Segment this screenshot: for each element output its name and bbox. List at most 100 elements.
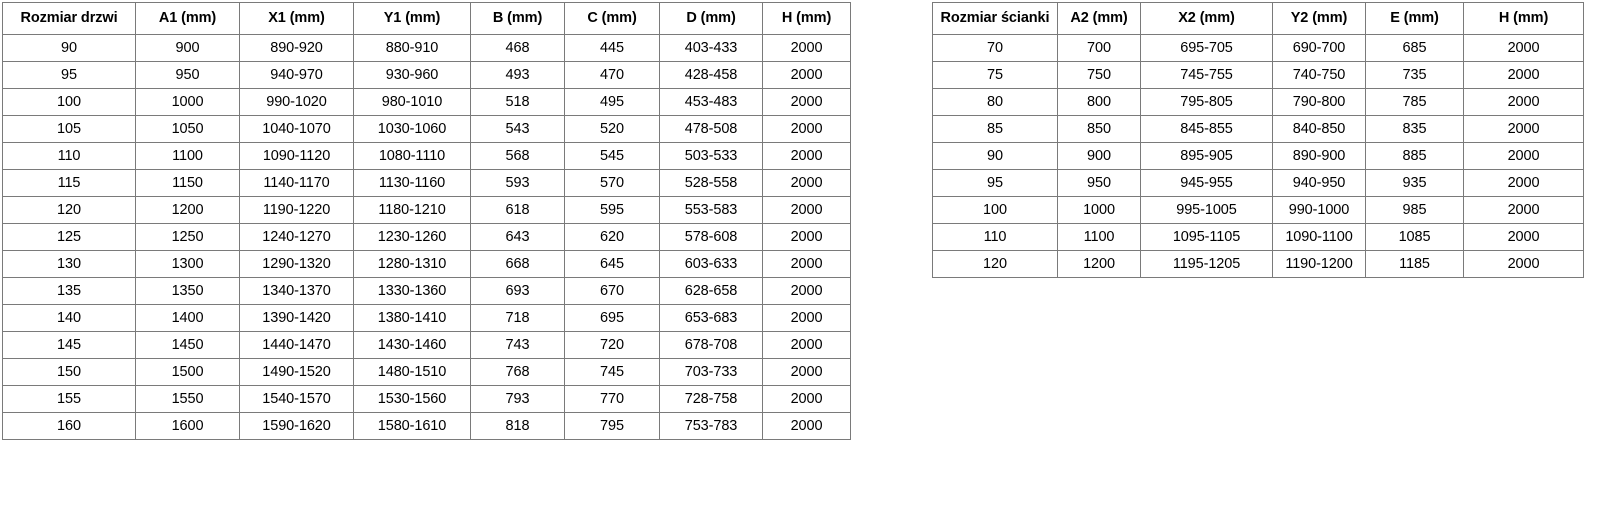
table-cell: 818 [470, 412, 565, 440]
table-cell: 493 [470, 61, 565, 89]
table-cell: 845-855 [1140, 115, 1273, 143]
table-cell: 1450 [135, 331, 240, 359]
table-cell: 900 [135, 34, 240, 62]
table-cell: 2000 [762, 358, 851, 386]
table-cell: 718 [470, 304, 565, 332]
table-cell: 110 [932, 223, 1058, 251]
table-cell: 1250 [135, 223, 240, 251]
table-cell: 885 [1365, 142, 1464, 170]
table-cell: 835 [1365, 115, 1464, 143]
table-cell: 2000 [1463, 196, 1584, 224]
door-table-header: Rozmiar drzwi A1 (mm) X1 (mm) Y1 (mm) B … [2, 2, 851, 35]
table-cell: 85 [932, 115, 1058, 143]
table-cell: 130 [2, 250, 136, 278]
table-cell: 745 [564, 358, 660, 386]
table-cell: 403-433 [659, 34, 763, 62]
table-cell: 703-733 [659, 358, 763, 386]
table-cell: 2000 [762, 331, 851, 359]
table-cell: 1200 [1057, 250, 1141, 278]
table-cell: 75 [932, 61, 1058, 89]
table-cell: 1280-1310 [353, 250, 471, 278]
table-cell: 1200 [135, 196, 240, 224]
column-header-rozmiar-scianki: Rozmiar ścianki [932, 2, 1058, 35]
table-cell: 653-683 [659, 304, 763, 332]
table-cell: 1130-1160 [353, 169, 471, 197]
table-cell: 603-633 [659, 250, 763, 278]
table-cell: 2000 [1463, 250, 1584, 278]
table-row: 110 1100 1090-1120 1080-1110 568 545 503-533 20… [2, 142, 851, 170]
table-cell: 503-533 [659, 142, 763, 170]
column-header-x1: X1 (mm) [239, 2, 354, 35]
table-cell: 2000 [1463, 115, 1584, 143]
table-cell: 528-558 [659, 169, 763, 197]
table-row: 130 1300 1290-1320 1280-1310 668 645 603-633 20… [2, 250, 851, 278]
table-cell: 545 [564, 142, 660, 170]
table-cell: 895-905 [1140, 142, 1273, 170]
table-cell: 670 [564, 277, 660, 305]
table-cell: 880-910 [353, 34, 471, 62]
wall-size-table: Rozmiar ścianki A2 (mm) X2 (mm) Y2 (mm) … [932, 2, 1584, 278]
table-cell: 1580-1610 [353, 412, 471, 440]
table-cell: 1050 [135, 115, 240, 143]
table-cell: 790-800 [1272, 88, 1366, 116]
table-cell: 125 [2, 223, 136, 251]
table-cell: 2000 [1463, 223, 1584, 251]
table-cell: 678-708 [659, 331, 763, 359]
table-cell: 155 [2, 385, 136, 413]
table-cell: 105 [2, 115, 136, 143]
table-cell: 2000 [762, 250, 851, 278]
table-cell: 740-750 [1272, 61, 1366, 89]
table-cell: 995-1005 [1140, 196, 1273, 224]
table-cell: 1090-1120 [239, 142, 354, 170]
table-cell: 145 [2, 331, 136, 359]
table-cell: 728-758 [659, 385, 763, 413]
table-cell: 770 [564, 385, 660, 413]
table-cell: 120 [2, 196, 136, 224]
table-cell: 2000 [762, 115, 851, 143]
table-cell: 2000 [1463, 142, 1584, 170]
table-cell: 620 [564, 223, 660, 251]
table-row: 80 800 795-805 790-800 785 2000 [932, 88, 1584, 116]
table-cell: 70 [932, 34, 1058, 62]
table-row: 70 700 695-705 690-700 685 2000 [932, 34, 1584, 62]
table-cell: 1000 [1057, 196, 1141, 224]
table-cell: 1030-1060 [353, 115, 471, 143]
table-cell: 690-700 [1272, 34, 1366, 62]
table-cell: 700 [1057, 34, 1141, 62]
table-cell: 518 [470, 88, 565, 116]
table-cell: 1090-1100 [1272, 223, 1366, 251]
table-cell: 618 [470, 196, 565, 224]
table-cell: 2000 [1463, 169, 1584, 197]
table-row: 115 1150 1140-1170 1130-1160 593 570 528-558 20… [2, 169, 851, 197]
table-cell: 1350 [135, 277, 240, 305]
column-header-h: H (mm) [762, 2, 851, 35]
table-cell: 1540-1570 [239, 385, 354, 413]
wall-table-body: 70 700 695-705 690-700 685 2000 75 750 745-755 74… [932, 34, 1584, 278]
table-cell: 470 [564, 61, 660, 89]
column-header-d: D (mm) [659, 2, 763, 35]
table-cell: 1080-1110 [353, 142, 471, 170]
table-row: 160 1600 1590-1620 1580-1610 818 795 753-783 20… [2, 412, 851, 440]
table-cell: 795 [564, 412, 660, 440]
column-header-a2: A2 (mm) [1057, 2, 1141, 35]
door-size-table-container: Rozmiar drzwi A1 (mm) X1 (mm) Y1 (mm) B … [2, 2, 851, 440]
table-cell: 2000 [762, 223, 851, 251]
table-cell: 80 [932, 88, 1058, 116]
table-cell: 2000 [1463, 34, 1584, 62]
table-cell: 2000 [762, 196, 851, 224]
table-cell: 570 [564, 169, 660, 197]
table-cell: 1180-1210 [353, 196, 471, 224]
wall-table-header: Rozmiar ścianki A2 (mm) X2 (mm) Y2 (mm) … [932, 2, 1584, 35]
table-cell: 1000 [135, 88, 240, 116]
table-cell: 850 [1057, 115, 1141, 143]
table-cell: 695 [564, 304, 660, 332]
table-cell: 595 [564, 196, 660, 224]
table-row: 145 1450 1440-1470 1430-1460 743 720 678-708 20… [2, 331, 851, 359]
table-cell: 100 [932, 196, 1058, 224]
table-cell: 2000 [762, 61, 851, 89]
table-row: 140 1400 1390-1420 1380-1410 718 695 653-683 20… [2, 304, 851, 332]
table-cell: 930-960 [353, 61, 471, 89]
table-cell: 743 [470, 331, 565, 359]
table-cell: 568 [470, 142, 565, 170]
